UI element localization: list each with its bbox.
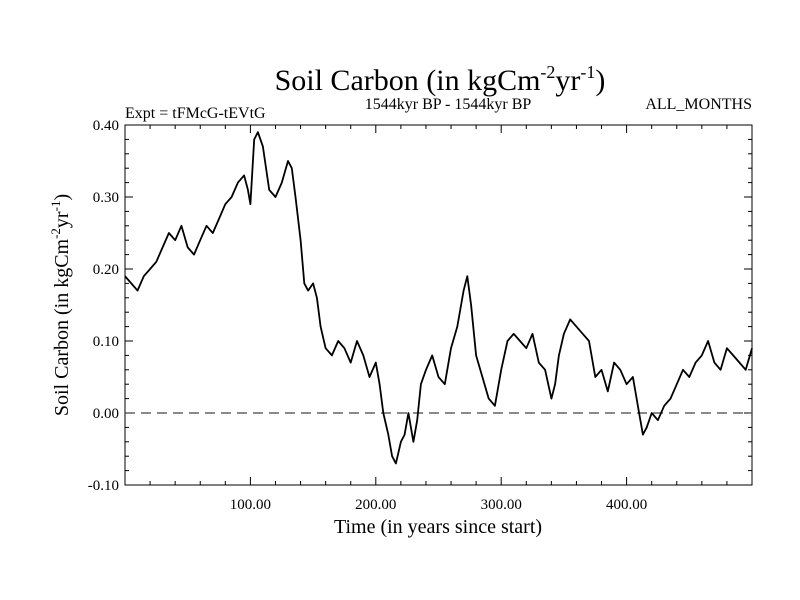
x-tick-label: 200.00 bbox=[355, 497, 396, 513]
chart-title: Soil Carbon (in kgCm-2yr-1) bbox=[275, 62, 606, 97]
y-tick-label: 0.10 bbox=[93, 334, 119, 350]
y-tick-label: 0.30 bbox=[93, 190, 119, 206]
plot-frame bbox=[124, 124, 753, 486]
y-tick-label: 0.20 bbox=[93, 262, 119, 278]
time-range-label: 1544kyr BP - 1544kyr BP bbox=[365, 96, 532, 113]
y-axis-ticks: -0.10 0.00 0.10 0.20 0.30 0.40 bbox=[88, 118, 752, 494]
x-tick-label: 300.00 bbox=[481, 497, 522, 513]
x-tick-label: 100.00 bbox=[230, 497, 271, 513]
y-tick-label: -0.10 bbox=[88, 478, 119, 494]
x-axis-ticks: 100.00 200.00 300.00 400.00 bbox=[149, 125, 728, 513]
x-axis-label: Time (in years since start) bbox=[334, 516, 542, 538]
y-tick-label: 0.40 bbox=[93, 118, 119, 134]
months-label: ALL_MONTHS bbox=[645, 96, 752, 113]
experiment-label: Expt = tFMcG-tEVtG bbox=[125, 105, 266, 122]
soil-carbon-series-line bbox=[124, 131, 753, 465]
y-axis-label: Soil Carbon (in kgCm-2yr-1) bbox=[48, 194, 73, 416]
y-tick-label: 0.00 bbox=[93, 406, 119, 422]
x-tick-label: 400.00 bbox=[606, 497, 647, 513]
